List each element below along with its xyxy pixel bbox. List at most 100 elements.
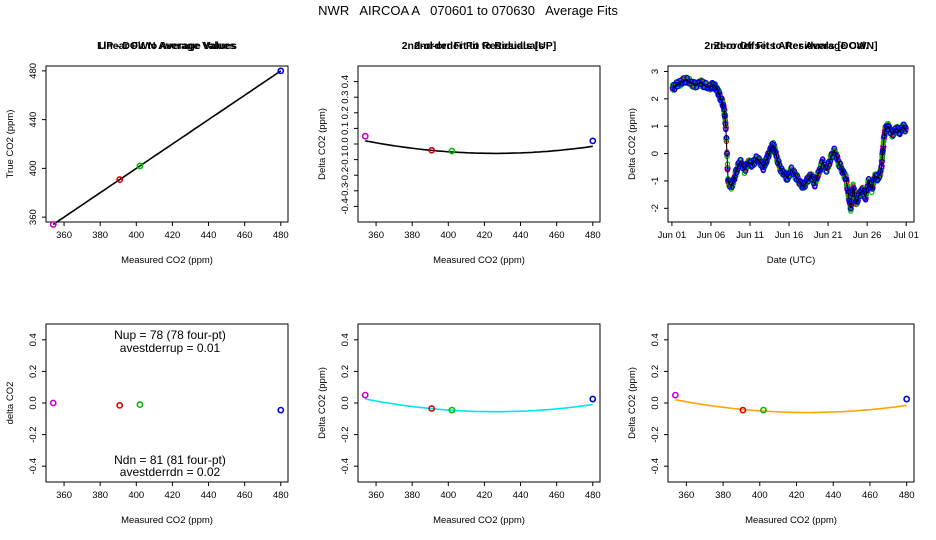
y-tick-label: 0.3 bbox=[340, 91, 351, 104]
x-tick-label: Jun 16 bbox=[775, 230, 804, 241]
chart-panel-4: UP - DOWN Average Values 360 380 400 420 440 4… bbox=[5, 40, 289, 526]
chart-title: 2nd-order Fit to Residuals bbox=[414, 40, 544, 52]
offset-marker bbox=[897, 131, 903, 138]
x-tick-label: 360 bbox=[678, 490, 694, 501]
y-axis-label: Delta CO2 (ppm) bbox=[317, 108, 328, 180]
y-tick-label: -2 bbox=[650, 204, 661, 212]
x-tick-label: 400 bbox=[128, 230, 144, 241]
x-tick-label: 360 bbox=[56, 490, 72, 501]
chart-title: UP - DOWN Average Values bbox=[99, 40, 236, 52]
y-axis-label: delta CO2 bbox=[5, 382, 16, 425]
data-point bbox=[49, 221, 57, 228]
x-tick-label: Jul 01 bbox=[894, 230, 919, 241]
chart-panel-2: 2nd-order Fit to Residuals 360 380 400 420 44… bbox=[317, 40, 601, 266]
offset-marker bbox=[895, 124, 901, 130]
offset-marker bbox=[756, 155, 762, 161]
x-tick-label: 480 bbox=[899, 490, 915, 501]
x-tick-label: 380 bbox=[404, 230, 420, 241]
series-line bbox=[672, 79, 907, 209]
x-tick-label: Jun 11 bbox=[736, 230, 764, 241]
y-tick-label: 2 bbox=[650, 96, 661, 101]
y-tick-label: -0.2 bbox=[340, 167, 351, 183]
data-point bbox=[277, 67, 285, 75]
x-tick-label: 420 bbox=[476, 490, 492, 501]
marker-trail-3 bbox=[670, 74, 909, 214]
x-tick-label: 400 bbox=[440, 230, 456, 241]
plot-frame bbox=[357, 323, 601, 483]
y-tick-label: -0.4 bbox=[28, 458, 39, 474]
fit-curve bbox=[675, 399, 907, 414]
y-tick-label: 0.2 bbox=[340, 365, 351, 378]
plot-frame bbox=[45, 65, 289, 223]
data-point bbox=[448, 147, 456, 155]
x-tick-label: 420 bbox=[789, 490, 805, 501]
annotation-text: avestderrdn = 0.02 bbox=[120, 465, 221, 479]
data-point bbox=[277, 406, 285, 414]
y-tick-label: -0.4 bbox=[340, 458, 351, 474]
fit-curve bbox=[365, 140, 593, 155]
data-point bbox=[428, 405, 436, 412]
x-tick-label: Jun 21 bbox=[814, 230, 843, 241]
y-tick-label: 0.2 bbox=[28, 365, 39, 378]
x-tick-label: 360 bbox=[368, 490, 384, 501]
x-tick-label: Jun 01 bbox=[658, 230, 687, 241]
offset-marker bbox=[848, 208, 854, 214]
x-axis-label: Measured CO2 (ppm) bbox=[121, 255, 213, 266]
x-tick-label: 460 bbox=[862, 490, 878, 501]
x-tick-label: 480 bbox=[273, 230, 289, 241]
x-tick-label: 380 bbox=[715, 490, 731, 501]
x-tick-label: 380 bbox=[92, 230, 108, 241]
y-tick-label: 0.4 bbox=[650, 333, 661, 346]
fit-curve bbox=[52, 70, 282, 226]
x-tick-label: 400 bbox=[440, 490, 456, 501]
y-axis-label: Delta CO2 (ppm) bbox=[627, 367, 638, 439]
data-point bbox=[428, 146, 436, 154]
y-tick-label: 0 bbox=[650, 151, 661, 156]
x-tick-label: 480 bbox=[585, 230, 601, 241]
x-axis-label: Measured CO2 (ppm) bbox=[121, 515, 213, 526]
y-tick-label: 0.1 bbox=[340, 122, 351, 135]
x-tick-label: Jun 06 bbox=[697, 230, 726, 241]
y-tick-label: -0.3 bbox=[340, 183, 351, 199]
y-tick-label: 0.0 bbox=[650, 396, 661, 409]
y-tick-label: 0.4 bbox=[28, 333, 39, 346]
fit-curve bbox=[365, 398, 593, 413]
data-point bbox=[903, 395, 911, 403]
y-tick-label: -0.1 bbox=[340, 151, 351, 167]
data-point bbox=[739, 406, 747, 414]
y-tick-label: 3 bbox=[650, 69, 661, 74]
data-point bbox=[136, 401, 144, 408]
offset-marker bbox=[680, 75, 687, 81]
chart-title: 2nd-order Fit to Residuals [DOWN] bbox=[704, 40, 877, 52]
chart-panel-1: Linear Fit to Average Values 360 380 400 420… bbox=[5, 40, 289, 266]
x-axis-label: Date (UTC) bbox=[767, 255, 816, 266]
x-tick-label: 400 bbox=[752, 490, 768, 501]
x-tick-label: 420 bbox=[164, 230, 180, 241]
y-tick-label: -0.4 bbox=[340, 198, 351, 214]
plot-frame bbox=[667, 65, 915, 223]
y-tick-label: 400 bbox=[28, 160, 39, 176]
offset-marker bbox=[703, 79, 709, 86]
data-point bbox=[116, 176, 124, 183]
x-tick-label: 480 bbox=[585, 490, 601, 501]
y-tick-label: 440 bbox=[28, 112, 39, 128]
annotation-text: avestderrup = 0.01 bbox=[120, 341, 221, 355]
x-tick-label: 460 bbox=[549, 490, 565, 501]
data-point bbox=[589, 395, 597, 403]
annotation-text: Nup = 78 (78 four-pt) bbox=[114, 328, 226, 342]
data-point bbox=[49, 399, 57, 407]
y-tick-label: -0.4 bbox=[650, 458, 661, 474]
chart-title: Linear Fit to Average Values bbox=[97, 40, 237, 52]
x-tick-label: 400 bbox=[128, 490, 144, 501]
chart-title: Zero Offsets After Average Cal. bbox=[714, 40, 869, 52]
x-tick-label: 440 bbox=[825, 490, 841, 501]
chart-panel-5: 2nd-order Fit to Residuals [UP] 360 380 400… bbox=[317, 40, 601, 526]
y-tick-label: 0.4 bbox=[340, 333, 351, 346]
x-tick-label: 420 bbox=[164, 490, 180, 501]
marker-trail-4 bbox=[670, 74, 909, 212]
y-tick-label: 0.2 bbox=[340, 106, 351, 119]
x-tick-label: 360 bbox=[368, 230, 384, 241]
y-tick-label: 0.0 bbox=[28, 396, 39, 409]
data-point bbox=[136, 162, 144, 170]
